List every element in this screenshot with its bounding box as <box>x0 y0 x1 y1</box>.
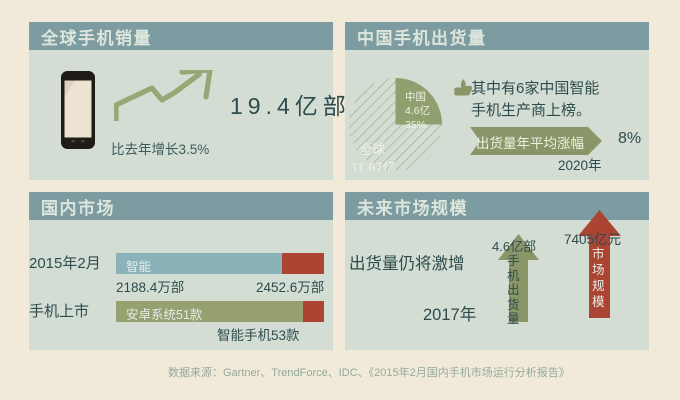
svg-text:全球: 全球 <box>359 142 385 157</box>
svg-text:中国: 中国 <box>405 90 426 103</box>
svg-text:35%: 35% <box>405 119 426 131</box>
svg-text:11.67亿: 11.67亿 <box>351 160 396 171</box>
svg-text:4.6亿: 4.6亿 <box>405 104 430 117</box>
